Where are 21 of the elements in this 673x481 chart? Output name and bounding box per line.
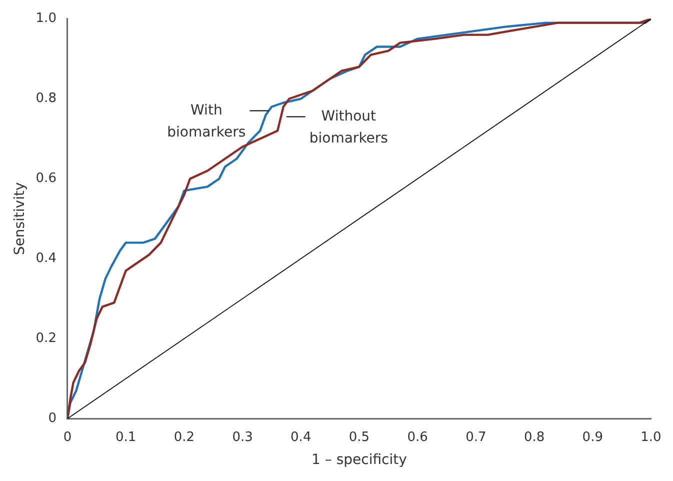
x-tick-label: 0.6 (407, 430, 428, 445)
x-tick-label: 0.3 (232, 430, 253, 445)
y-tick-label: 0.6 (36, 171, 56, 186)
x-tick-label: 0.7 (466, 430, 486, 445)
y-tick-label: 0 (48, 410, 56, 426)
x-tick-label: 0 (63, 430, 72, 445)
x-tick-label: 0.1 (115, 430, 136, 445)
x-tick-label: 0.2 (174, 430, 195, 445)
x-axis-title: 1 – specificity (312, 452, 407, 468)
y-axis-title: Sensitivity (12, 182, 28, 256)
y-tick-label: 0.8 (36, 91, 56, 106)
series-label: With biomarkers (167, 102, 246, 140)
y-tick-label: 0.4 (36, 251, 56, 266)
series-label: Without biomarkers (309, 108, 388, 146)
x-tick-label: 0.9 (582, 430, 603, 445)
x-tick-label: 0.5 (348, 430, 370, 445)
x-tick-label: 1.0 (640, 430, 662, 445)
y-tick-label: 1.0 (36, 11, 56, 26)
x-tick-label: 0.4 (290, 430, 312, 445)
y-tick-label: 0.2 (36, 331, 56, 346)
x-tick-label: 0.8 (524, 430, 545, 445)
